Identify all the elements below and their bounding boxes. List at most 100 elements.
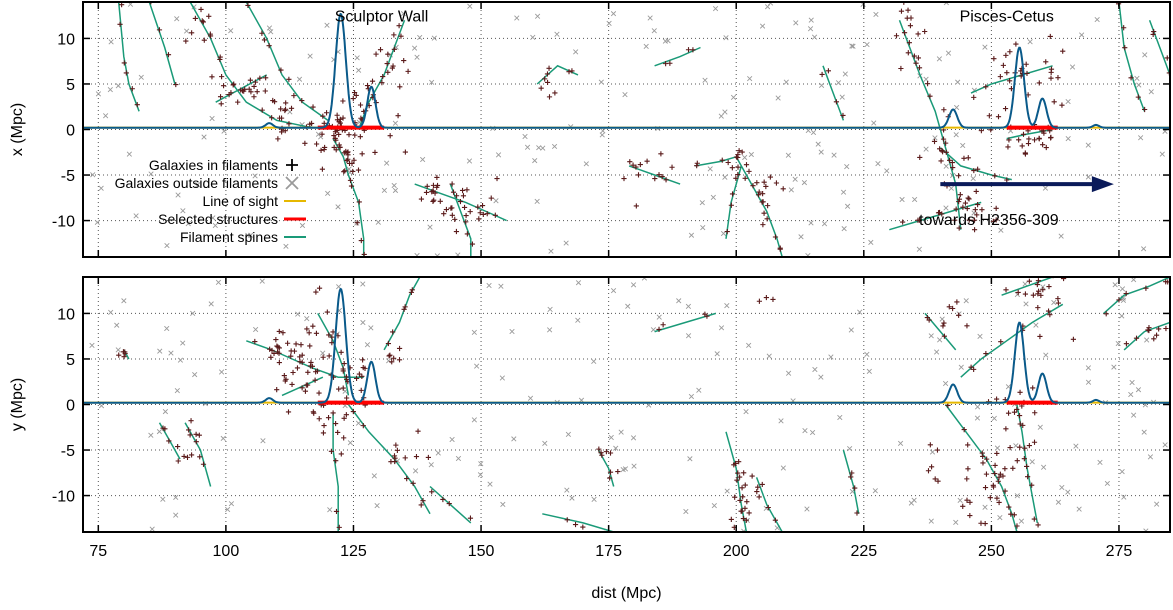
galaxy-outside-point xyxy=(360,319,366,326)
annotation-label: Sculptor Wall xyxy=(335,9,429,26)
galaxy-outside-point xyxy=(688,393,695,400)
galaxy-in-filament-point xyxy=(350,168,356,175)
galaxy-in-filament-point xyxy=(475,204,481,210)
galaxy-outside-point xyxy=(767,2,774,6)
galaxy-outside-point xyxy=(622,466,629,472)
galaxy-in-filament-point xyxy=(955,173,962,179)
filament-spine xyxy=(725,165,743,239)
galaxy-in-filament-point xyxy=(984,537,989,542)
galaxy-outside-point xyxy=(121,298,127,304)
galaxy-outside-point xyxy=(215,279,222,285)
galaxy-outside-point xyxy=(414,54,420,60)
galaxy-outside-point xyxy=(805,252,811,257)
galaxy-in-filament-point xyxy=(282,128,288,134)
galaxy-in-filament-point xyxy=(825,68,832,74)
galaxy-outside-point xyxy=(364,342,371,348)
galaxy-in-filament-point xyxy=(956,225,962,231)
galaxy-in-filament-point xyxy=(477,210,483,216)
galaxy-in-filament-point xyxy=(731,462,737,468)
galaxy-outside-point xyxy=(591,496,597,503)
galaxy-in-filament-point xyxy=(408,289,415,295)
galaxy-in-filament-point xyxy=(924,314,930,321)
galaxy-outside-point xyxy=(1018,518,1025,524)
galaxy-in-filament-point xyxy=(198,6,204,13)
galaxy-in-filament-point xyxy=(1151,336,1157,342)
galaxy-in-filament-point xyxy=(320,354,326,360)
galaxy-in-filament-point xyxy=(276,115,283,121)
galaxy-outside-point xyxy=(730,94,737,100)
galaxy-outside-point xyxy=(260,438,266,444)
galaxy-in-filament-point xyxy=(993,205,999,211)
galaxy-in-filament-point xyxy=(1017,421,1023,427)
galaxy-outside-point xyxy=(641,277,648,281)
galaxy-in-filament-point xyxy=(1043,59,1049,65)
galaxy-in-filament-point xyxy=(978,128,984,134)
galaxy-in-filament-point xyxy=(939,211,945,217)
galaxy-outside-point xyxy=(835,80,842,86)
galaxy-in-filament-point xyxy=(943,140,949,146)
galaxy-in-filament-point xyxy=(633,203,639,209)
galaxy-in-filament-point xyxy=(913,60,919,66)
galaxy-in-filament-point xyxy=(409,287,415,293)
galaxy-outside-point xyxy=(108,309,114,315)
galaxy-outside-point xyxy=(327,507,333,513)
galaxy-outside-point xyxy=(1040,284,1046,290)
galaxy-in-filament-point xyxy=(956,312,962,318)
galaxy-outside-point xyxy=(391,182,397,189)
galaxy-in-filament-point xyxy=(927,442,933,448)
galaxy-in-filament-point xyxy=(941,107,947,113)
galaxy-outside-point xyxy=(1148,89,1154,95)
galaxy-outside-point xyxy=(711,502,717,509)
galaxy-outside-point xyxy=(1136,82,1142,88)
galaxy-in-filament-point xyxy=(765,504,771,511)
galaxy-in-filament-point xyxy=(341,435,347,441)
galaxy-outside-point xyxy=(688,232,695,238)
galaxy-in-filament-point xyxy=(326,332,332,338)
galaxy-in-filament-point xyxy=(906,40,912,46)
galaxy-in-filament-point xyxy=(199,18,205,24)
x-tick-label: 175 xyxy=(595,543,622,560)
galaxy-in-filament-point xyxy=(310,104,316,110)
galaxy-in-filament-point xyxy=(188,418,194,424)
galaxy-in-filament-point xyxy=(184,454,191,460)
galaxy-in-filament-point xyxy=(351,89,358,96)
galaxy-in-filament-point xyxy=(321,120,327,126)
galaxy-in-filament-point xyxy=(418,502,424,508)
galaxy-in-filament-point xyxy=(463,219,469,225)
galaxy-in-filament-point xyxy=(271,99,278,105)
galaxy-in-filament-point xyxy=(1003,287,1009,293)
galaxy-in-filament-point xyxy=(356,371,362,377)
galaxy-in-filament-point xyxy=(307,363,314,369)
galaxy-in-filament-point xyxy=(461,204,468,211)
galaxy-in-filament-point xyxy=(1021,456,1027,462)
filament-spine xyxy=(245,2,329,122)
galaxy-outside-point xyxy=(844,203,851,209)
galaxy-in-filament-point xyxy=(943,149,949,155)
galaxy-outside-point xyxy=(173,494,179,501)
galaxy-in-filament-point xyxy=(121,354,127,360)
galaxy-outside-point xyxy=(929,449,936,455)
galaxy-in-filament-point xyxy=(358,237,364,244)
galaxy-outside-point xyxy=(785,370,792,376)
galaxy-outside-point xyxy=(569,495,575,501)
galaxy-in-filament-point xyxy=(911,53,917,59)
galaxy-in-filament-point xyxy=(488,195,494,201)
galaxy-outside-point xyxy=(1065,489,1071,495)
galaxy-in-filament-point xyxy=(997,74,1003,80)
filament-spine xyxy=(654,46,701,67)
galaxy-in-filament-point xyxy=(922,28,928,35)
filament-spine xyxy=(383,277,421,351)
galaxy-in-filament-point xyxy=(995,478,1001,484)
galaxy-outside-point xyxy=(1134,75,1140,81)
galaxy-outside-point xyxy=(534,13,541,19)
galaxy-in-filament-point xyxy=(402,149,408,155)
galaxy-in-filament-point xyxy=(259,30,265,36)
galaxy-outside-point xyxy=(212,222,218,229)
galaxy-in-filament-point xyxy=(900,219,906,225)
legend-label: Galaxies in filaments xyxy=(149,157,278,173)
galaxy-in-filament-point xyxy=(893,33,900,39)
galaxy-in-filament-point xyxy=(1005,144,1011,150)
x-axis-label: dist (Mpc) xyxy=(591,585,661,602)
galaxy-outside-point xyxy=(1055,499,1062,505)
galaxy-in-filament-point xyxy=(566,69,572,75)
